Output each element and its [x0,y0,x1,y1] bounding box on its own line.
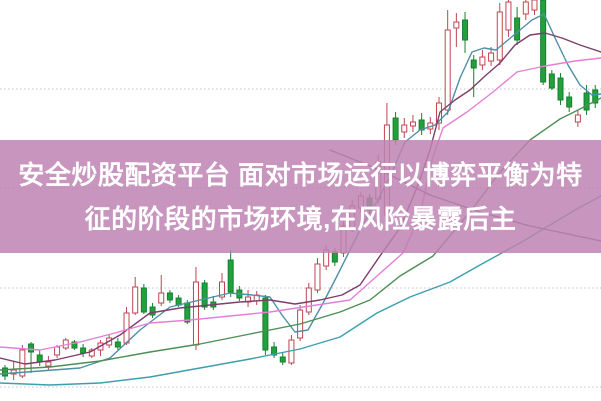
candle-up [314,258,321,293]
candle-up [531,0,538,15]
candle-up [488,47,495,66]
ma-magenta-line [0,57,601,351]
candle-up [436,97,442,130]
candle-down [2,365,8,380]
candle-down [557,73,564,105]
candle-down [114,338,121,350]
candle-up [479,50,486,70]
candle-down [71,340,78,350]
candle-up [132,277,139,315]
ma-green-line [0,97,601,371]
candle-up [522,0,529,20]
candle-up [123,307,130,345]
candle-down [566,92,573,112]
candle-down [583,85,590,115]
candle-up [505,0,512,37]
candle-up [219,273,225,300]
candle-down [149,303,156,318]
candle-up [305,283,312,315]
candle-up [453,13,460,47]
candle-down [271,342,278,358]
candle-down [592,85,599,108]
candle-down [548,70,555,90]
candle-down [540,0,547,85]
ma-purple-line [0,32,601,365]
candle-down [462,12,469,53]
overlay-banner: 安全炒股配资平台 面对市场运行以博弈平衡为特 征的阶段的市场环境,在风险暴露后主 [0,140,601,253]
banner-text-line1: 安全炒股配资平台 面对市场运行以博弈平衡为特 [18,159,583,190]
candle-up [496,3,503,65]
candle-down [470,55,477,97]
candle-up [409,115,416,132]
candle-up [158,275,165,306]
candle-up [88,348,95,358]
candle-up [401,118,408,138]
candle-down [166,290,173,303]
candle-down [201,280,208,310]
candle-down [262,295,269,355]
banner-text-line2: 征的阶段的市场环境,在风险暴露后主 [84,203,517,234]
candle-down [140,284,147,314]
